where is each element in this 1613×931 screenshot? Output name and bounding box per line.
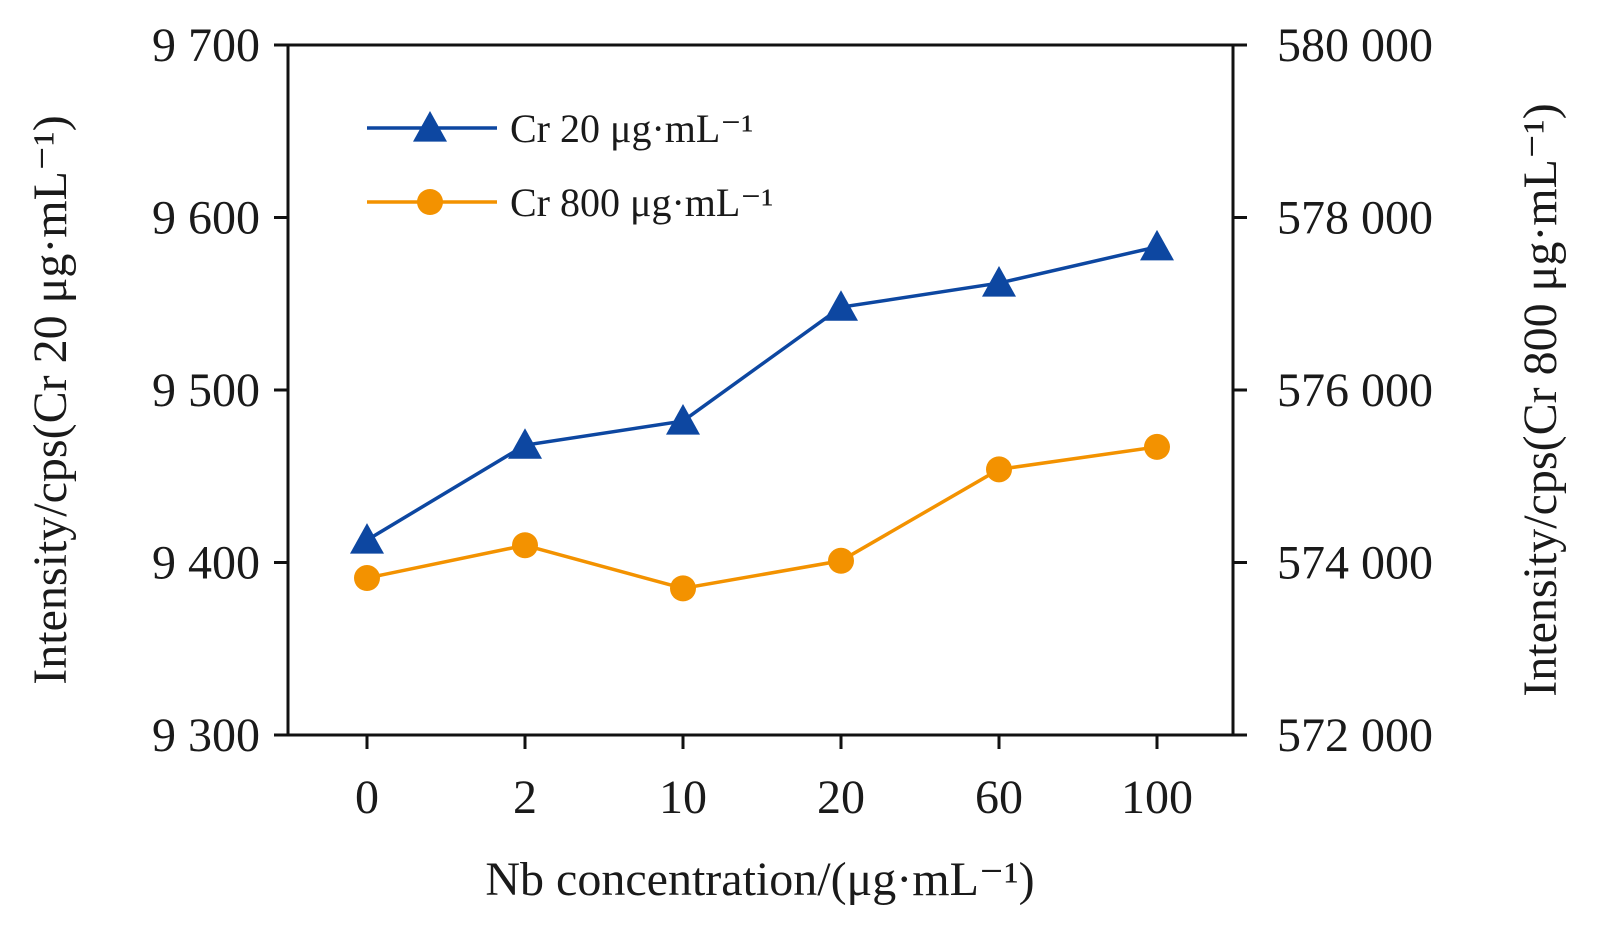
circle-marker	[417, 189, 443, 215]
y-left-tick-label: 9 300	[152, 709, 260, 762]
triangle-marker	[824, 290, 858, 321]
x-tick-label: 2	[513, 771, 537, 824]
circle-marker	[512, 532, 538, 559]
y-left-tick-label: 9 600	[152, 192, 260, 245]
y-axis-right-title: Intensity/cps(Cr 800 μg·mL⁻¹)	[1514, 103, 1567, 696]
x-tick-label: 60	[975, 771, 1023, 824]
x-tick-label: 20	[817, 771, 865, 824]
x-tick-label: 100	[1121, 771, 1193, 824]
triangle-marker	[982, 266, 1016, 297]
legend-item-2: Cr 800 μg·mL⁻¹	[367, 180, 773, 225]
circle-marker	[670, 575, 696, 602]
x-tick-label: 0	[355, 771, 379, 824]
legend-label: Cr 20 μg·mL⁻¹	[510, 106, 753, 151]
triangle-marker	[1140, 229, 1174, 261]
y-right-tick-label: 576 000	[1277, 364, 1433, 417]
y-right-tick-label: 572 000	[1277, 709, 1433, 762]
series-line	[366, 445, 1158, 591]
triangle-marker	[413, 111, 447, 142]
triangle-marker	[350, 523, 384, 554]
plot-border	[286, 43, 1235, 737]
y-right-tick-label: 580 000	[1277, 19, 1433, 72]
legend: Cr 20 μg·mL⁻¹ Cr 800 μg·mL⁻¹	[367, 106, 773, 225]
circle-marker	[1144, 433, 1170, 460]
legend-label: Cr 800 μg·mL⁻¹	[510, 180, 773, 225]
y-axis-left-title: Intensity/cps(Cr 20 μg·mL⁻¹)	[24, 115, 77, 684]
series-lines	[350, 229, 1174, 602]
triangle-marker	[666, 404, 700, 435]
y-left-tick-label: 9 400	[152, 537, 260, 590]
chart-frame	[286, 43, 1235, 737]
triangle-marker	[508, 428, 542, 459]
series-line	[366, 245, 1158, 542]
y-left-tick-label: 9 700	[152, 19, 260, 72]
x-axis-title: Nb concentration/(μg·mL⁻¹)	[485, 853, 1034, 906]
series-2	[354, 433, 1170, 602]
y-left-tick-label: 9 500	[152, 364, 260, 417]
legend-item-1: Cr 20 μg·mL⁻¹	[367, 106, 753, 151]
series-1	[350, 229, 1174, 554]
y-right-tick-label: 574 000	[1277, 537, 1433, 590]
tick-labels: 9 300 9 400 9 500 9 600 9 700 572 000 574 000 5…	[152, 19, 1433, 824]
tick-marks	[274, 43, 1247, 749]
y-right-tick-label: 578 000	[1277, 192, 1433, 245]
circle-marker	[354, 565, 380, 592]
circle-marker	[828, 547, 854, 574]
x-tick-label: 10	[659, 771, 707, 824]
circle-marker	[986, 456, 1012, 483]
